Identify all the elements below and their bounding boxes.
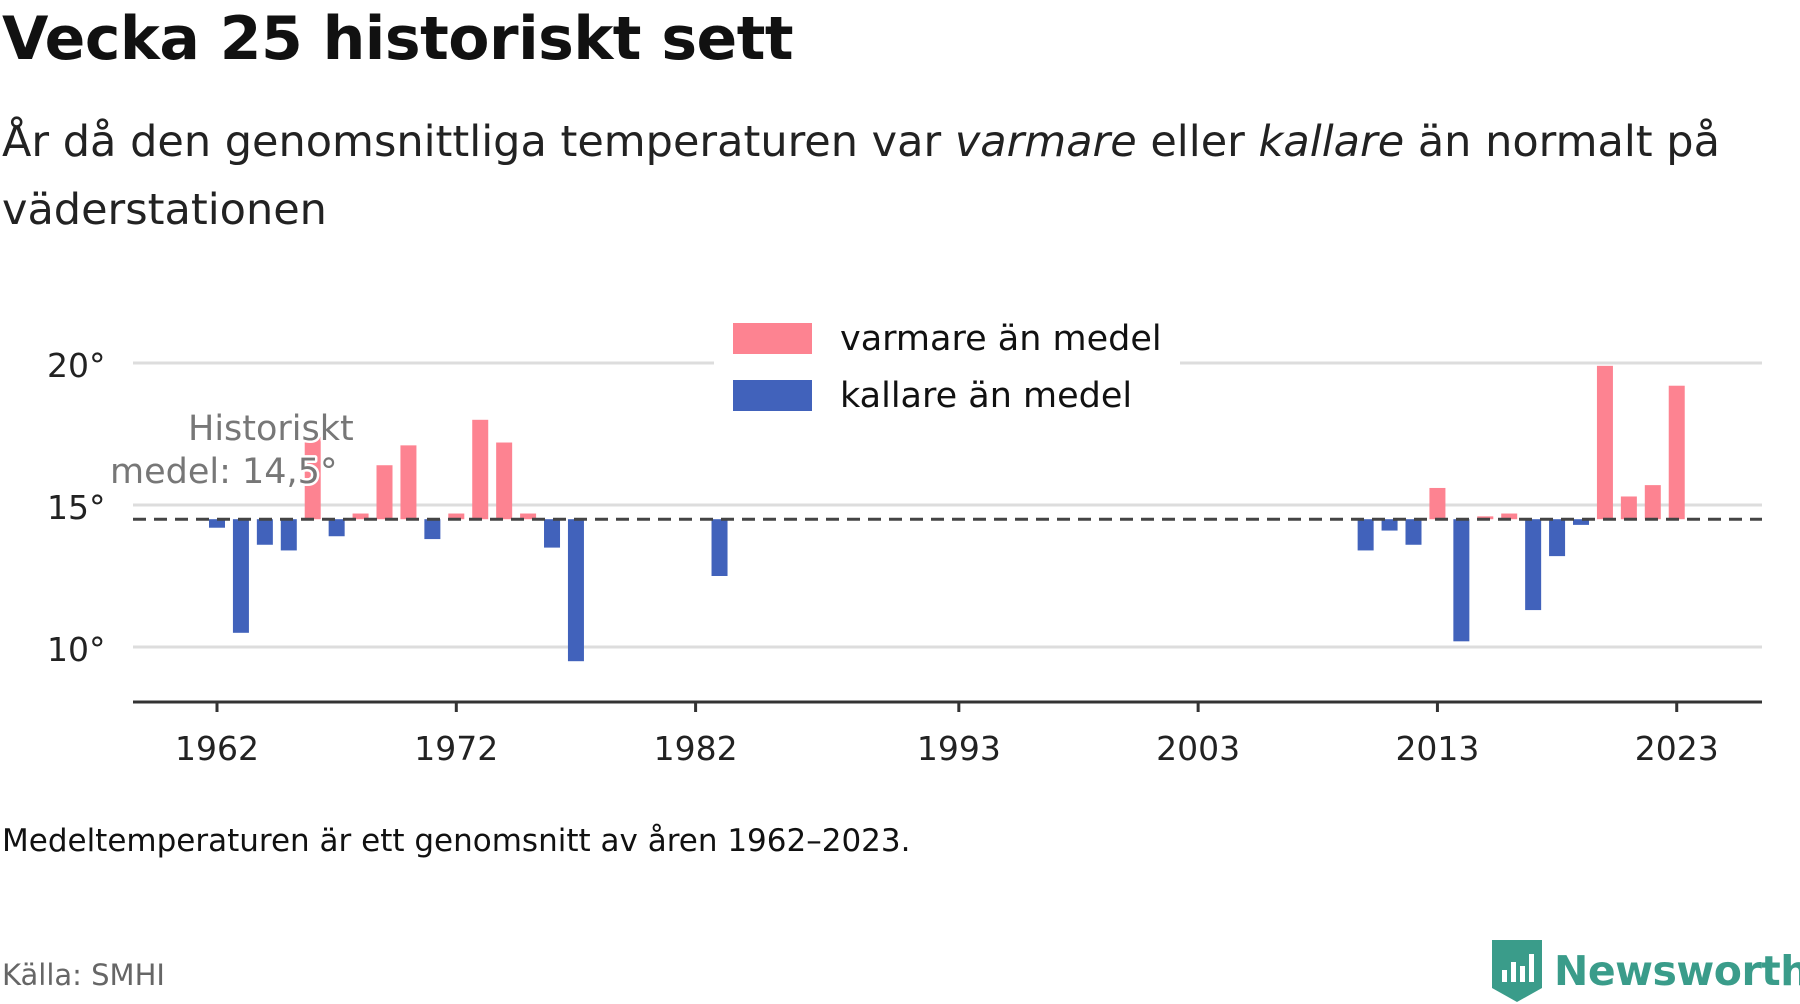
cold-bar-2018 xyxy=(1549,519,1566,557)
cold-bar-1967 xyxy=(328,519,345,537)
cold-bar-1963 xyxy=(232,519,249,633)
warm-bar-1973 xyxy=(472,419,489,520)
cold-bar-2019 xyxy=(1573,519,1590,525)
newsworthy-logo-icon xyxy=(1492,940,1542,1002)
warm-bar-1970 xyxy=(400,445,417,520)
cold-bar-2011 xyxy=(1381,519,1398,531)
legend-warm-swatch xyxy=(733,323,812,354)
x-tick-label: 1982 xyxy=(654,729,738,768)
cold-bar-1976 xyxy=(544,519,561,548)
cold-bar-2010 xyxy=(1357,519,1374,551)
cold-bar-1983 xyxy=(711,519,728,576)
baseline-label: Historiskt medel: 14,5° xyxy=(108,407,357,495)
x-tick-label: 2023 xyxy=(1635,729,1719,768)
legend: varmare än medel kallare än medel xyxy=(714,300,1180,422)
warm-bar-2013 xyxy=(1429,487,1446,520)
warm-bar-2020 xyxy=(1596,365,1613,520)
warm-bar-1968 xyxy=(352,513,369,520)
chart-subtitle: År då den genomsnittliga temperaturen va… xyxy=(2,108,1762,244)
y-tick-label: 20° xyxy=(47,346,106,385)
warm-bar-2023 xyxy=(1668,385,1685,520)
warm-bar-1966 xyxy=(304,436,321,520)
subtitle-cold-word: kallare xyxy=(1258,117,1405,167)
chart-title: Vecka 25 historiskt sett xyxy=(2,4,794,74)
x-tick-label: 1962 xyxy=(175,729,259,768)
cold-bar-2014 xyxy=(1453,519,1470,642)
warm-bar-2022 xyxy=(1644,485,1661,520)
y-tick-label: 15° xyxy=(47,488,106,527)
y-tick-label: 10° xyxy=(47,630,106,669)
subtitle-warm-word: varmare xyxy=(954,117,1137,167)
cold-bar-1977 xyxy=(567,519,584,662)
bars xyxy=(209,365,1685,662)
cold-bar-1964 xyxy=(256,519,273,545)
x-tick-label: 1972 xyxy=(414,729,498,768)
subtitle-part-1: År då den genomsnittliga temperaturen va… xyxy=(2,117,955,167)
cold-bar-2012 xyxy=(1405,519,1422,545)
warm-bar-1972 xyxy=(448,513,465,520)
cold-bar-2017 xyxy=(1525,519,1542,611)
cold-bar-1971 xyxy=(424,519,441,540)
legend-cold-label: kallare än medel xyxy=(840,376,1132,416)
y-axis-ticks: 10° 15° 20° xyxy=(47,346,106,669)
footnote: Medeltemperaturen är ett genomsnitt av å… xyxy=(2,823,911,859)
warm-bar-2016 xyxy=(1501,513,1518,520)
subtitle-part-3: än normalt på väderstationen xyxy=(2,117,1720,235)
subtitle-part-2: eller xyxy=(1136,117,1259,167)
legend-warm-label: varmare än medel xyxy=(840,319,1162,359)
warm-bar-1969 xyxy=(376,465,393,520)
brand-logo: Newsworthy xyxy=(1492,938,1800,1004)
x-axis-ticks: 1962 1972 1982 1993 2003 2013 2023 xyxy=(175,702,1719,768)
cold-bar-1965 xyxy=(280,519,297,551)
cold-bar-1962 xyxy=(209,519,225,528)
warm-bar-2021 xyxy=(1620,496,1637,520)
baseline-label-line-2: medel: 14,5° xyxy=(110,452,337,492)
x-tick-label: 2013 xyxy=(1395,729,1479,768)
x-tick-label: 1993 xyxy=(917,729,1001,768)
warm-bar-1975 xyxy=(520,513,537,520)
source-credit: Källa: SMHI xyxy=(2,958,165,992)
warm-bar-1974 xyxy=(496,442,513,520)
legend-cold-swatch xyxy=(733,380,812,411)
x-tick-label: 2003 xyxy=(1156,729,1240,768)
brand-name: Newsworthy xyxy=(1554,947,1800,995)
baseline-label-line-1: Historiskt xyxy=(188,409,354,449)
